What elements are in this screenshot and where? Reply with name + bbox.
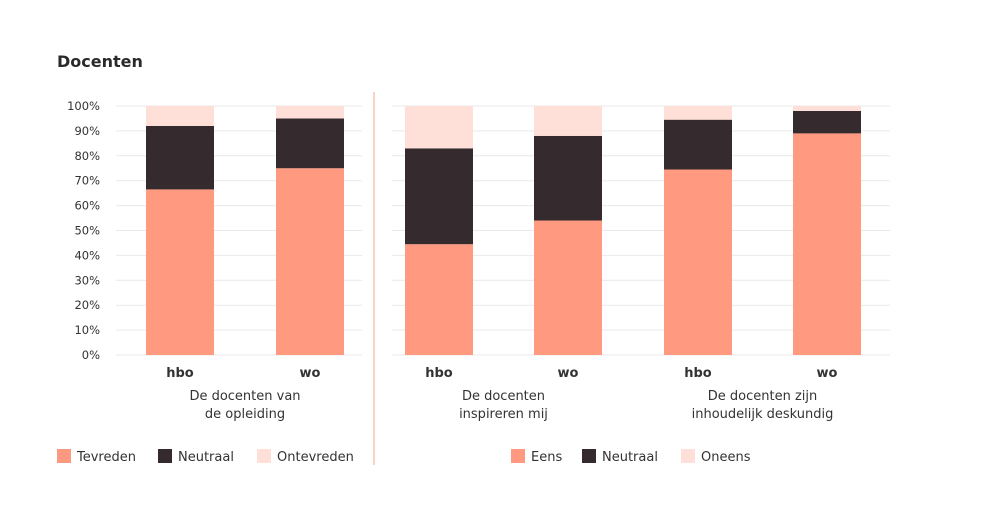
y-tick-label: 0% [82, 348, 100, 362]
legend-label: Ontevreden [277, 450, 354, 465]
bar-segment-eens [405, 244, 473, 355]
labels: 0%10%20%30%40%50%60%70%80%90%100%hbo woDe… [67, 99, 837, 422]
category-label: hbo [166, 366, 194, 381]
y-tick-label: 20% [74, 298, 100, 312]
y-tick-label: 100% [67, 99, 100, 113]
bar-segment-oneens [534, 106, 602, 136]
category-label: wo [817, 366, 838, 381]
bar-segment-oneens [793, 106, 861, 111]
category-label: wo [300, 366, 321, 381]
bar-segment-eens [664, 169, 732, 355]
group-label: de opleiding [205, 407, 285, 422]
bars [146, 106, 861, 355]
group-label: De docenten van [189, 389, 300, 404]
legend-swatch [681, 449, 695, 463]
bar-segment-oneens [664, 106, 732, 120]
y-tick-label: 70% [74, 174, 100, 188]
category-label: hbo [425, 366, 453, 381]
y-tick-label: 30% [74, 273, 100, 287]
y-tick-label: 60% [74, 199, 100, 213]
y-tick-label: 80% [74, 149, 100, 163]
bar-segment-neutraal [405, 148, 473, 245]
bar-segment-neutraal [276, 118, 344, 169]
group-label: De docenten [462, 389, 545, 404]
category-label: wo [558, 366, 579, 381]
legend-label: Neutraal [178, 450, 234, 465]
legend-swatch [511, 449, 525, 463]
legend-label: Neutraal [602, 450, 658, 465]
group-label: inspireren mij [459, 407, 548, 422]
legends: Tevreden Neutraal Ontevreden Eens Neutraal On… [57, 449, 751, 465]
bar-segment-neutraal [146, 125, 214, 190]
bar-segment-neutraal [664, 119, 732, 170]
y-tick-label: 50% [74, 224, 100, 238]
legend-label: Tevreden [76, 450, 136, 465]
legend-swatch [57, 449, 71, 463]
bar-segment-eens [793, 133, 861, 355]
legend-swatch [158, 449, 172, 463]
legend-swatch [582, 449, 596, 463]
bar-segment-neutraal [534, 135, 602, 221]
group-label: De docenten zijn [708, 389, 817, 404]
legend-label: Eens [531, 450, 562, 465]
chart-title: Docenten [57, 52, 143, 71]
legend-label: Oneens [701, 450, 751, 465]
y-tick-label: 10% [74, 323, 100, 337]
bar-segment-eens [534, 220, 602, 355]
y-tick-label: 90% [74, 124, 100, 138]
bar-segment-ontevreden [146, 106, 214, 126]
bar-segment-neutraal [793, 110, 861, 134]
bar-segment-tevreden [146, 189, 214, 355]
group-label: inhoudelijk deskundig [692, 407, 834, 422]
bar-segment-tevreden [276, 168, 344, 355]
bar-segment-ontevreden [276, 106, 344, 119]
y-tick-label: 40% [74, 248, 100, 262]
bar-segment-oneens [405, 106, 473, 149]
category-label: hbo [684, 366, 712, 381]
legend-swatch [257, 449, 271, 463]
